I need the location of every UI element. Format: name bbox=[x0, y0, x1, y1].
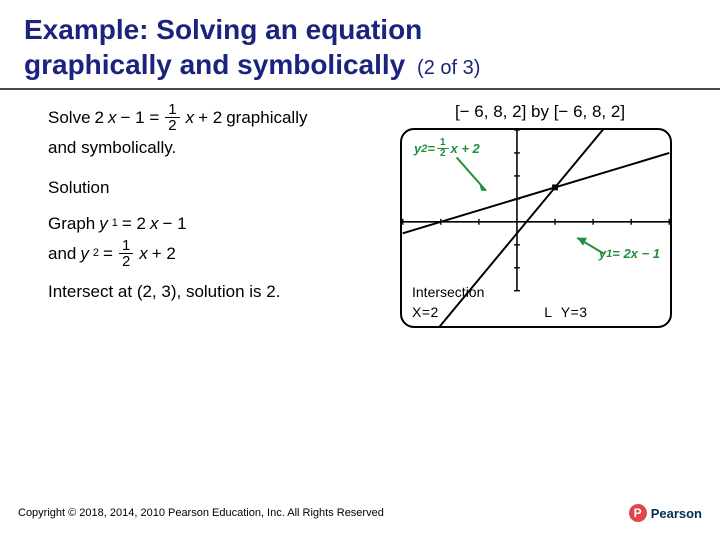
y2lbl-tail: x + 2 bbox=[451, 141, 480, 156]
window-label: [− 6, 8, 2] by [− 6, 8, 2] bbox=[400, 102, 680, 122]
frac-den: 2 bbox=[165, 118, 179, 133]
y1lbl-body: = 2x − 1 bbox=[612, 246, 660, 261]
y1-x: x bbox=[150, 209, 159, 239]
y2-curve-label: y2 = 1 2 x + 2 bbox=[414, 138, 480, 159]
y1-tail: − 1 bbox=[162, 209, 186, 239]
and-word: and bbox=[48, 239, 76, 269]
content-area: Solve 2x − 1 = 1 2 x + 2 graphically and… bbox=[0, 90, 720, 328]
pearson-p-icon: P bbox=[629, 504, 647, 522]
graph-word: Graph bbox=[48, 209, 95, 239]
y2lbl-eq: = bbox=[427, 141, 435, 156]
intersection-x: X=2 bbox=[412, 304, 536, 320]
y2-frac-den: 2 bbox=[119, 254, 133, 269]
graph-y1-line: Graph y1 = 2x − 1 bbox=[48, 209, 388, 239]
eq-rhs-tail: + 2 bbox=[198, 103, 222, 133]
intersection-coords: X=2 L Y=3 bbox=[412, 304, 660, 320]
y2-x: x bbox=[139, 239, 148, 269]
graph-y2-line: and y2 = 1 2 x + 2 bbox=[48, 238, 388, 269]
y2lbl-frac: 1 2 bbox=[437, 138, 449, 159]
title-line-2: graphically and symbolically (2 of 3) bbox=[24, 47, 696, 82]
intersection-y: Y=3 bbox=[561, 304, 660, 320]
copyright-text: Copyright © 2018, 2014, 2010 Pearson Edu… bbox=[18, 507, 384, 519]
y2-sub: 2 bbox=[93, 244, 99, 263]
y2-frac-num: 1 bbox=[119, 238, 133, 254]
footer: Copyright © 2018, 2014, 2010 Pearson Edu… bbox=[18, 504, 702, 522]
eq-rhs-frac: 1 2 bbox=[165, 102, 179, 133]
graphically-word: graphically bbox=[226, 103, 307, 133]
title-block: Example: Solving an equation graphically… bbox=[0, 0, 720, 90]
solve-word: Solve bbox=[48, 103, 91, 133]
and-symbolically: and symbolically. bbox=[48, 133, 388, 163]
y1-body: = 2 bbox=[122, 209, 146, 239]
y1lbl-y: y bbox=[599, 246, 606, 261]
right-column: [− 6, 8, 2] by [− 6, 8, 2] y2 = 1 2 x + … bbox=[400, 102, 680, 328]
y2lbl-den: 2 bbox=[437, 149, 449, 159]
left-column: Solve 2x − 1 = 1 2 x + 2 graphically and… bbox=[48, 102, 388, 328]
eq-lhs-x: x bbox=[108, 103, 117, 133]
eq-lhs-tail: − 1 = bbox=[121, 103, 160, 133]
solution-heading: Solution bbox=[48, 173, 388, 203]
pearson-logo-text: Pearson bbox=[651, 506, 702, 521]
y1-sym: y bbox=[99, 209, 108, 239]
title-line-2-main: graphically and symbolically bbox=[24, 49, 405, 80]
graph-panel: y2 = 1 2 x + 2 y1 = 2x − 1 Intersection … bbox=[400, 128, 672, 328]
frac-num: 1 bbox=[165, 102, 179, 118]
y2-sym: y bbox=[80, 239, 89, 269]
y2-tail: + 2 bbox=[152, 239, 176, 269]
y2-eq: = bbox=[103, 239, 113, 269]
coord-sep: L bbox=[536, 304, 561, 320]
eq-lhs-coef: 2 bbox=[95, 103, 104, 133]
y1-curve-label: y1 = 2x − 1 bbox=[599, 246, 660, 261]
eq-rhs-x: x bbox=[186, 103, 195, 133]
y1-sub: 1 bbox=[112, 214, 118, 233]
solve-line: Solve 2x − 1 = 1 2 x + 2 graphically bbox=[48, 102, 388, 133]
intersection-label: Intersection bbox=[412, 284, 484, 300]
y2-frac: 1 2 bbox=[119, 238, 133, 269]
pearson-logo: P Pearson bbox=[629, 504, 702, 522]
intersect-line: Intersect at (2, 3), solution is 2. bbox=[48, 277, 388, 307]
title-subscript: (2 of 3) bbox=[417, 57, 480, 79]
title-line-1: Example: Solving an equation bbox=[24, 12, 696, 47]
